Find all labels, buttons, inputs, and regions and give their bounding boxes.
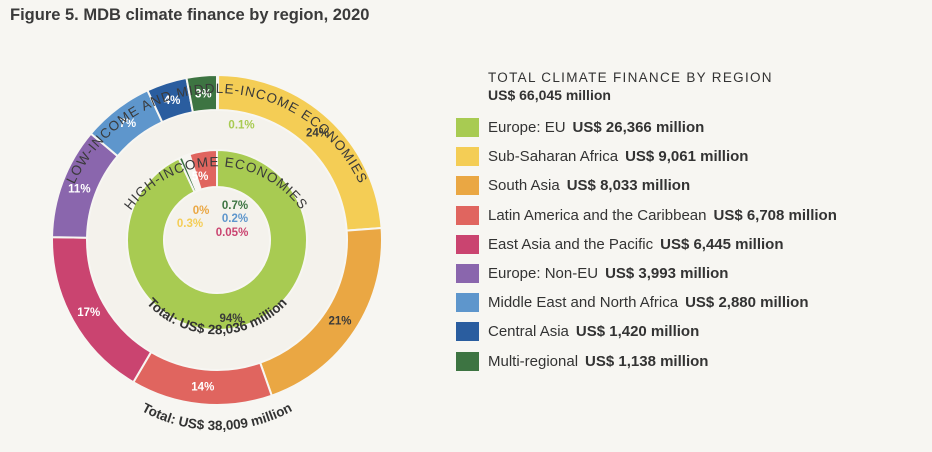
legend-swatch [456, 176, 479, 196]
outer-slice-label: 11% [68, 183, 90, 195]
outer-slice-label: 4% [164, 95, 181, 107]
inner-slice-label: 0.2% [222, 213, 248, 225]
outer-slice-label: 21% [328, 316, 351, 328]
inner-slice-label: 5% [192, 171, 209, 183]
outer-slice-label: 14% [191, 381, 214, 393]
chart-title: Figure 5. MDB climate finance by region,… [10, 6, 370, 24]
legend-swatch [456, 205, 479, 225]
legend-item: Central Asia US$ 1,420 million [456, 317, 918, 346]
inner-slice-label: 94% [219, 313, 242, 325]
legend-item: Europe: EU US$ 26,366 million [456, 113, 918, 142]
nested-donut-chart: 0.1% 24% 21% 14% 17% 11% 7% 4% 3% 94% 0.7%0.2% 0.05… [51, 73, 383, 433]
outer-slice-label: 17% [77, 307, 100, 319]
inner-slice-label: 0.3% [177, 218, 203, 230]
legend-item: East Asia and the Pacific US$ 6,445 milli… [456, 230, 918, 259]
legend-value: US$ 1,138 million [585, 352, 709, 370]
outer-slice-multi-regional [185, 73, 218, 114]
legend-swatch [456, 351, 479, 371]
outer-slice-label: 3% [195, 89, 212, 101]
outer-slice-label: 7% [119, 118, 136, 130]
legend-swatch [456, 147, 479, 167]
legend-item: Latin America and the Caribbean US$ 6,708… [456, 201, 918, 230]
inner-slice-label: 0% [193, 205, 210, 217]
legend-value: US$ 3,993 million [605, 265, 729, 283]
legend-label: Europe: Non-EU [488, 265, 599, 283]
inner-slice-latin-america-and-the-caribbean [188, 148, 218, 191]
inner-slice-label: 0.05% [216, 227, 249, 239]
legend-item: Sub-Saharan Africa US$ 9,061 million [456, 142, 918, 171]
legend-total: US$ 66,045 million [488, 87, 611, 103]
outer-slice-label: 24% [306, 128, 329, 140]
legend-swatch [456, 322, 479, 342]
legend-heading: TOTAL CLIMATE FINANCE BY REGION [488, 70, 773, 85]
legend: TOTAL CLIMATE FINANCE BY REGION US$ 66,0… [456, 70, 918, 376]
outer-slice-label: 0.1% [228, 120, 254, 132]
legend-item: Multi-regional US$ 1,138 million [456, 347, 918, 376]
outer-ring-backing [59, 82, 375, 398]
legend-label: South Asia [488, 177, 560, 195]
legend-value: US$ 6,445 million [660, 235, 784, 253]
inner-slice-europe-eu [126, 148, 308, 331]
legend-value: US$ 1,420 million [575, 323, 700, 341]
inner-slice-label: 0.7% [222, 200, 248, 212]
legend-label: Sub-Saharan Africa [488, 148, 619, 166]
slice-labels: 0.1% 24% 21% 14% 17% 11% 7% 4% 3% 94% 0.7%0.2% 0.05… [68, 89, 351, 394]
legend-label: Europe: EU [488, 119, 566, 137]
legend-label: Middle East and North Africa [488, 294, 679, 312]
legend-label: Latin America and the Caribbean [488, 206, 707, 224]
legend-swatch [456, 118, 479, 138]
legend-item: Europe: Non-EU US$ 3,993 million [456, 259, 918, 288]
legend-list: Europe: EU US$ 26,366 million Sub-Saharan … [456, 113, 918, 376]
legend-label: Central Asia [488, 323, 569, 341]
legend-value: US$ 2,880 million [685, 294, 809, 312]
legend-value: US$ 8,033 million [566, 177, 691, 195]
legend-swatch [456, 293, 479, 313]
legend-value: US$ 9,061 million [625, 148, 749, 166]
legend-swatch [456, 234, 479, 254]
legend-swatch [456, 264, 479, 284]
legend-value: US$ 6,708 million [713, 206, 837, 224]
legend-label: Multi-regional [488, 352, 579, 370]
outer-ring [51, 73, 383, 406]
legend-label: East Asia and the Pacific [488, 235, 654, 253]
legend-item: Middle East and North Africa US$ 2,880 mi… [456, 288, 918, 317]
legend-value: US$ 26,366 million [572, 119, 705, 137]
legend-item: South Asia US$ 8,033 million [456, 171, 918, 200]
inner-ring [126, 148, 308, 331]
